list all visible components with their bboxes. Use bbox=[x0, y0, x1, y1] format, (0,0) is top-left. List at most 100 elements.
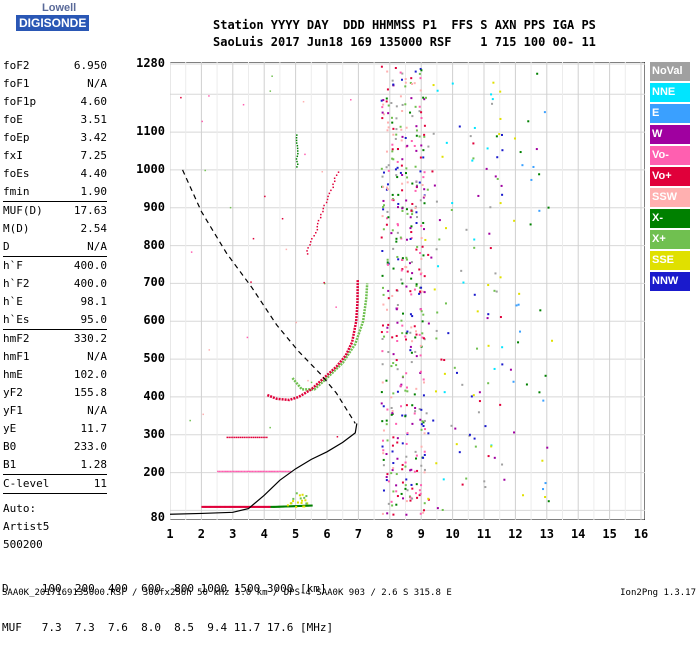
echo-dot bbox=[404, 77, 407, 80]
e-trace-dot bbox=[264, 505, 267, 508]
echo-dot bbox=[387, 169, 390, 172]
echo-dot bbox=[436, 507, 439, 510]
echo-dot bbox=[392, 513, 395, 516]
echo-dot bbox=[415, 125, 418, 128]
echo-dot bbox=[419, 370, 422, 373]
param-row: yF1 N/A bbox=[3, 402, 107, 420]
param-value: 4.60 bbox=[80, 95, 108, 108]
echo-dot bbox=[189, 419, 191, 422]
echo-dot bbox=[498, 133, 501, 136]
oblique-dot bbox=[333, 180, 336, 183]
echo-dot bbox=[471, 159, 474, 162]
echo-dot bbox=[410, 326, 413, 329]
param-name: D bbox=[3, 240, 10, 253]
echo-dot bbox=[401, 209, 404, 212]
param-row: foEp 3.42 bbox=[3, 129, 107, 147]
echo-dot bbox=[435, 337, 438, 340]
echo-dot bbox=[386, 88, 389, 91]
legend-item-sse: SSE bbox=[650, 251, 690, 270]
legend-item-vo: Vo- bbox=[650, 146, 690, 165]
echo-dot bbox=[422, 290, 425, 293]
es-trace-dot bbox=[226, 436, 229, 439]
x-tick-label: 5 bbox=[291, 527, 300, 541]
param-name: foF1p bbox=[3, 95, 37, 108]
echo-dot bbox=[438, 238, 441, 241]
echo-dot bbox=[445, 141, 448, 144]
e-trace-dot bbox=[232, 505, 235, 508]
echo-dot bbox=[281, 217, 284, 220]
echo-dot bbox=[396, 340, 399, 343]
echo-dot bbox=[381, 175, 384, 178]
echo-dot bbox=[285, 248, 288, 251]
param-row: MUF(D) 17.63 bbox=[3, 201, 107, 220]
echo-dot bbox=[436, 311, 439, 314]
param-value: 95.0 bbox=[80, 313, 108, 326]
echo-dot bbox=[190, 251, 193, 253]
param-name: h`Es bbox=[3, 313, 30, 326]
echo-dot bbox=[423, 98, 426, 101]
echo-dot bbox=[491, 98, 494, 101]
legend-item-vo: Vo+ bbox=[650, 167, 690, 186]
echo-dot bbox=[416, 245, 419, 248]
echo-dot bbox=[382, 206, 385, 209]
echo-dot bbox=[386, 473, 389, 476]
e-trace-dot bbox=[279, 505, 282, 508]
oblique-dot bbox=[306, 250, 308, 252]
es-trace-dot bbox=[258, 436, 261, 439]
echo-dot bbox=[409, 349, 412, 352]
x-tick-label: 2 bbox=[197, 527, 205, 541]
echo-dot bbox=[395, 128, 398, 131]
legend-item-nnw: NNW bbox=[650, 272, 690, 291]
x-tick-label: 8 bbox=[386, 527, 394, 541]
echo-dot bbox=[418, 268, 421, 271]
echo-dot bbox=[405, 126, 408, 129]
echo-dot bbox=[229, 206, 232, 209]
echo-dot bbox=[422, 421, 425, 424]
echo-dot bbox=[419, 344, 422, 347]
echo-dot bbox=[477, 411, 480, 414]
legend-item-e: E bbox=[650, 104, 690, 123]
echo-dot bbox=[387, 263, 390, 266]
es-trace-dot bbox=[247, 436, 249, 439]
echo-dot bbox=[397, 193, 400, 196]
echo-dot bbox=[455, 371, 458, 374]
echo-dot bbox=[473, 238, 476, 241]
echo-dot bbox=[453, 366, 456, 369]
echo-dot bbox=[420, 428, 423, 431]
oblique-dot bbox=[325, 201, 328, 204]
echo-dot bbox=[513, 431, 516, 434]
echo-dot bbox=[401, 324, 404, 327]
echo-dot bbox=[406, 390, 409, 393]
param-value: 1.28 bbox=[80, 458, 108, 471]
e-trace-dot bbox=[255, 505, 258, 508]
echo-dot bbox=[410, 351, 413, 354]
x-tick-label: 1 bbox=[166, 527, 174, 541]
param-row: fmin 1.90 bbox=[3, 183, 107, 201]
param-name: fxI bbox=[3, 149, 23, 162]
echo-dot bbox=[401, 268, 404, 271]
echo-dot bbox=[415, 129, 418, 132]
echo-dot bbox=[396, 223, 399, 226]
es-trace-dot bbox=[251, 470, 254, 473]
e-trace-dot bbox=[229, 505, 232, 508]
echo-dot bbox=[386, 70, 389, 73]
es-trace-dot bbox=[262, 436, 264, 439]
echo-dot bbox=[387, 480, 390, 483]
echo-dot bbox=[413, 82, 416, 85]
echo-dot bbox=[391, 410, 394, 413]
echo-dot bbox=[423, 275, 426, 278]
echo-dot bbox=[386, 326, 389, 329]
echo-dot bbox=[295, 321, 298, 324]
echo-dot bbox=[405, 500, 408, 503]
param-value: N/A bbox=[87, 77, 107, 90]
param-row: B0 233.0 bbox=[3, 438, 107, 456]
echo-dot bbox=[386, 183, 389, 186]
echo-dot bbox=[382, 113, 385, 116]
e-trace-dot bbox=[217, 505, 220, 508]
y-tick-label: 500 bbox=[143, 351, 165, 366]
es-trace-dot bbox=[264, 470, 266, 473]
ionogram-plot[interactable] bbox=[170, 62, 645, 520]
echo-dot bbox=[423, 432, 426, 435]
oblique-dot bbox=[323, 204, 325, 207]
oblique-dot bbox=[313, 235, 315, 237]
